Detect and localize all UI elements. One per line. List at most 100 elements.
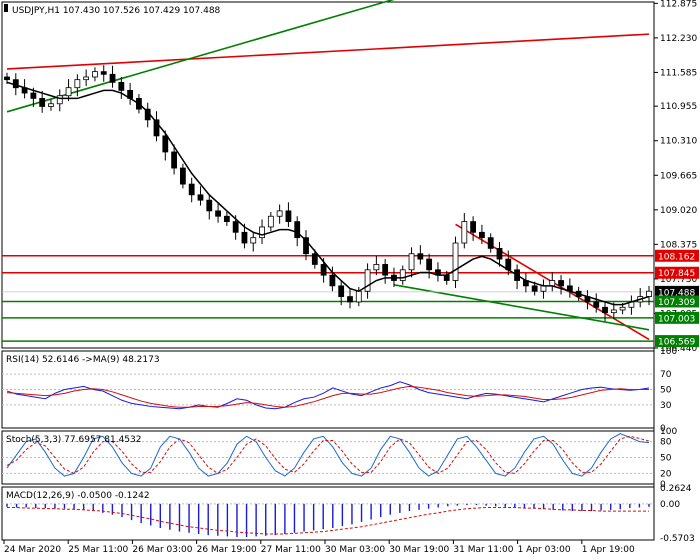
symbol-arrow-icon [4,6,8,10]
level-label-3: 107.309 [658,298,695,308]
candle-body [241,231,248,244]
price-tick-label: 108.375 [660,240,697,250]
macd-signal-line [7,506,649,535]
rsi-tick-label: 30 [660,401,672,411]
time-tick-label: 1 Apr 19:00 [582,545,635,555]
candle-body [100,71,107,75]
candle-body [4,76,10,81]
candle-body [426,258,433,271]
candle-body [496,247,503,260]
level-label-5: 106.569 [658,338,695,348]
level-badge-2 [655,285,699,298]
time-tick-label: 26 Mar 03:00 [132,545,192,555]
macd-tick-label: -0.5703 [660,534,695,544]
candle-body [540,285,547,292]
candle-body [619,306,626,311]
candle-body [470,221,477,233]
candle-body [443,274,450,281]
candle-body [461,221,468,244]
candle-body [162,135,169,153]
time-tick-label: 30 Mar 03:00 [325,545,385,555]
candle-body [303,237,309,255]
candle-body [382,264,389,276]
level-badge-1 [655,266,699,279]
candle-body [206,199,213,212]
candle-body [56,95,63,105]
level-label-0: 108.162 [658,252,695,262]
candle-body [364,269,371,292]
time-tick-label: 24 Mar 2020 [4,545,61,555]
price-tick-label: 107.730 [660,275,697,285]
candle-body [329,274,336,287]
level-badge-4 [655,311,699,324]
candle-body [320,264,327,276]
chart-title: USDJPY,H1 107.430 107.526 107.429 107.48… [12,6,221,16]
price-tick-label: 112.875 [660,0,697,9]
time-tick-label: 31 Mar 11:00 [453,545,513,555]
rsi-tick-label: 100 [660,347,677,357]
candle-body [83,76,90,81]
rsi-series-0 [6,381,650,410]
price-tick-label: 110.310 [660,137,697,147]
candle-body [311,253,318,265]
stoch-tick-label: 0 [660,480,666,490]
candle-body [118,81,125,91]
candle-body [267,215,274,228]
candle-body [232,221,239,233]
candle-body [179,167,186,185]
candle-body [39,98,46,107]
candle-body [452,242,459,281]
candle-body [74,79,81,89]
price-tick-label: 111.585 [660,68,697,78]
candle-body [259,226,265,239]
candle-body [171,151,177,169]
level-badge-5 [655,335,699,348]
pane-frame-0 [1,1,655,349]
rsi-title: RSI(14) 52.6146 ->MA(9) 48.2173 [6,355,160,365]
candle-body [250,237,257,244]
stoch-series-1 [6,435,650,474]
candle-body [153,119,160,137]
macd-tick-label: 0.00 [660,500,680,510]
level-label-4: 107.003 [658,314,695,324]
candle-body [373,264,380,271]
rsi-series-1 [6,385,649,408]
price-tick-label: 109.020 [660,206,697,216]
trendline-3 [393,284,650,331]
stoch-tick-label: 50 [660,454,672,464]
level-label-2: 107.488 [658,288,695,298]
macd-tick-label: 0.2624 [660,484,692,494]
candle-body [197,194,204,201]
trendline-0 [6,33,650,70]
price-tick-label: 110.955 [660,102,697,112]
candle-body [610,309,617,314]
stoch-tick-label: 100 [660,427,677,437]
candle-body [479,231,485,239]
time-tick-label: 25 Mar 11:00 [68,545,128,555]
candle-body [30,92,37,99]
candle-body [593,301,600,308]
candle-body [355,290,362,303]
candle-body [188,183,195,196]
candle-body [399,269,406,281]
time-tick-label: 1 Apr 03:00 [518,545,571,555]
candle-body [109,73,116,83]
price-tick-label: 112.230 [660,34,697,44]
candle-body [417,253,424,260]
stoch-series-0 [6,433,650,477]
candle-body [347,296,353,303]
level-badge-3 [655,295,699,308]
stoch-tick-label: 20 [660,469,672,479]
rsi-tick-label: 0 [660,424,666,434]
rsi-tick-label: 50 [660,386,672,396]
price-tick-label: 106.440 [660,344,697,354]
candle-body [215,210,221,217]
level-label-1: 107.845 [658,269,695,279]
stoch-tick-label: 80 [660,438,672,448]
candle-body [487,237,494,249]
trendline-1 [6,0,395,113]
candle-body [276,210,283,217]
candle-body [12,79,19,89]
candle-body [646,290,652,297]
